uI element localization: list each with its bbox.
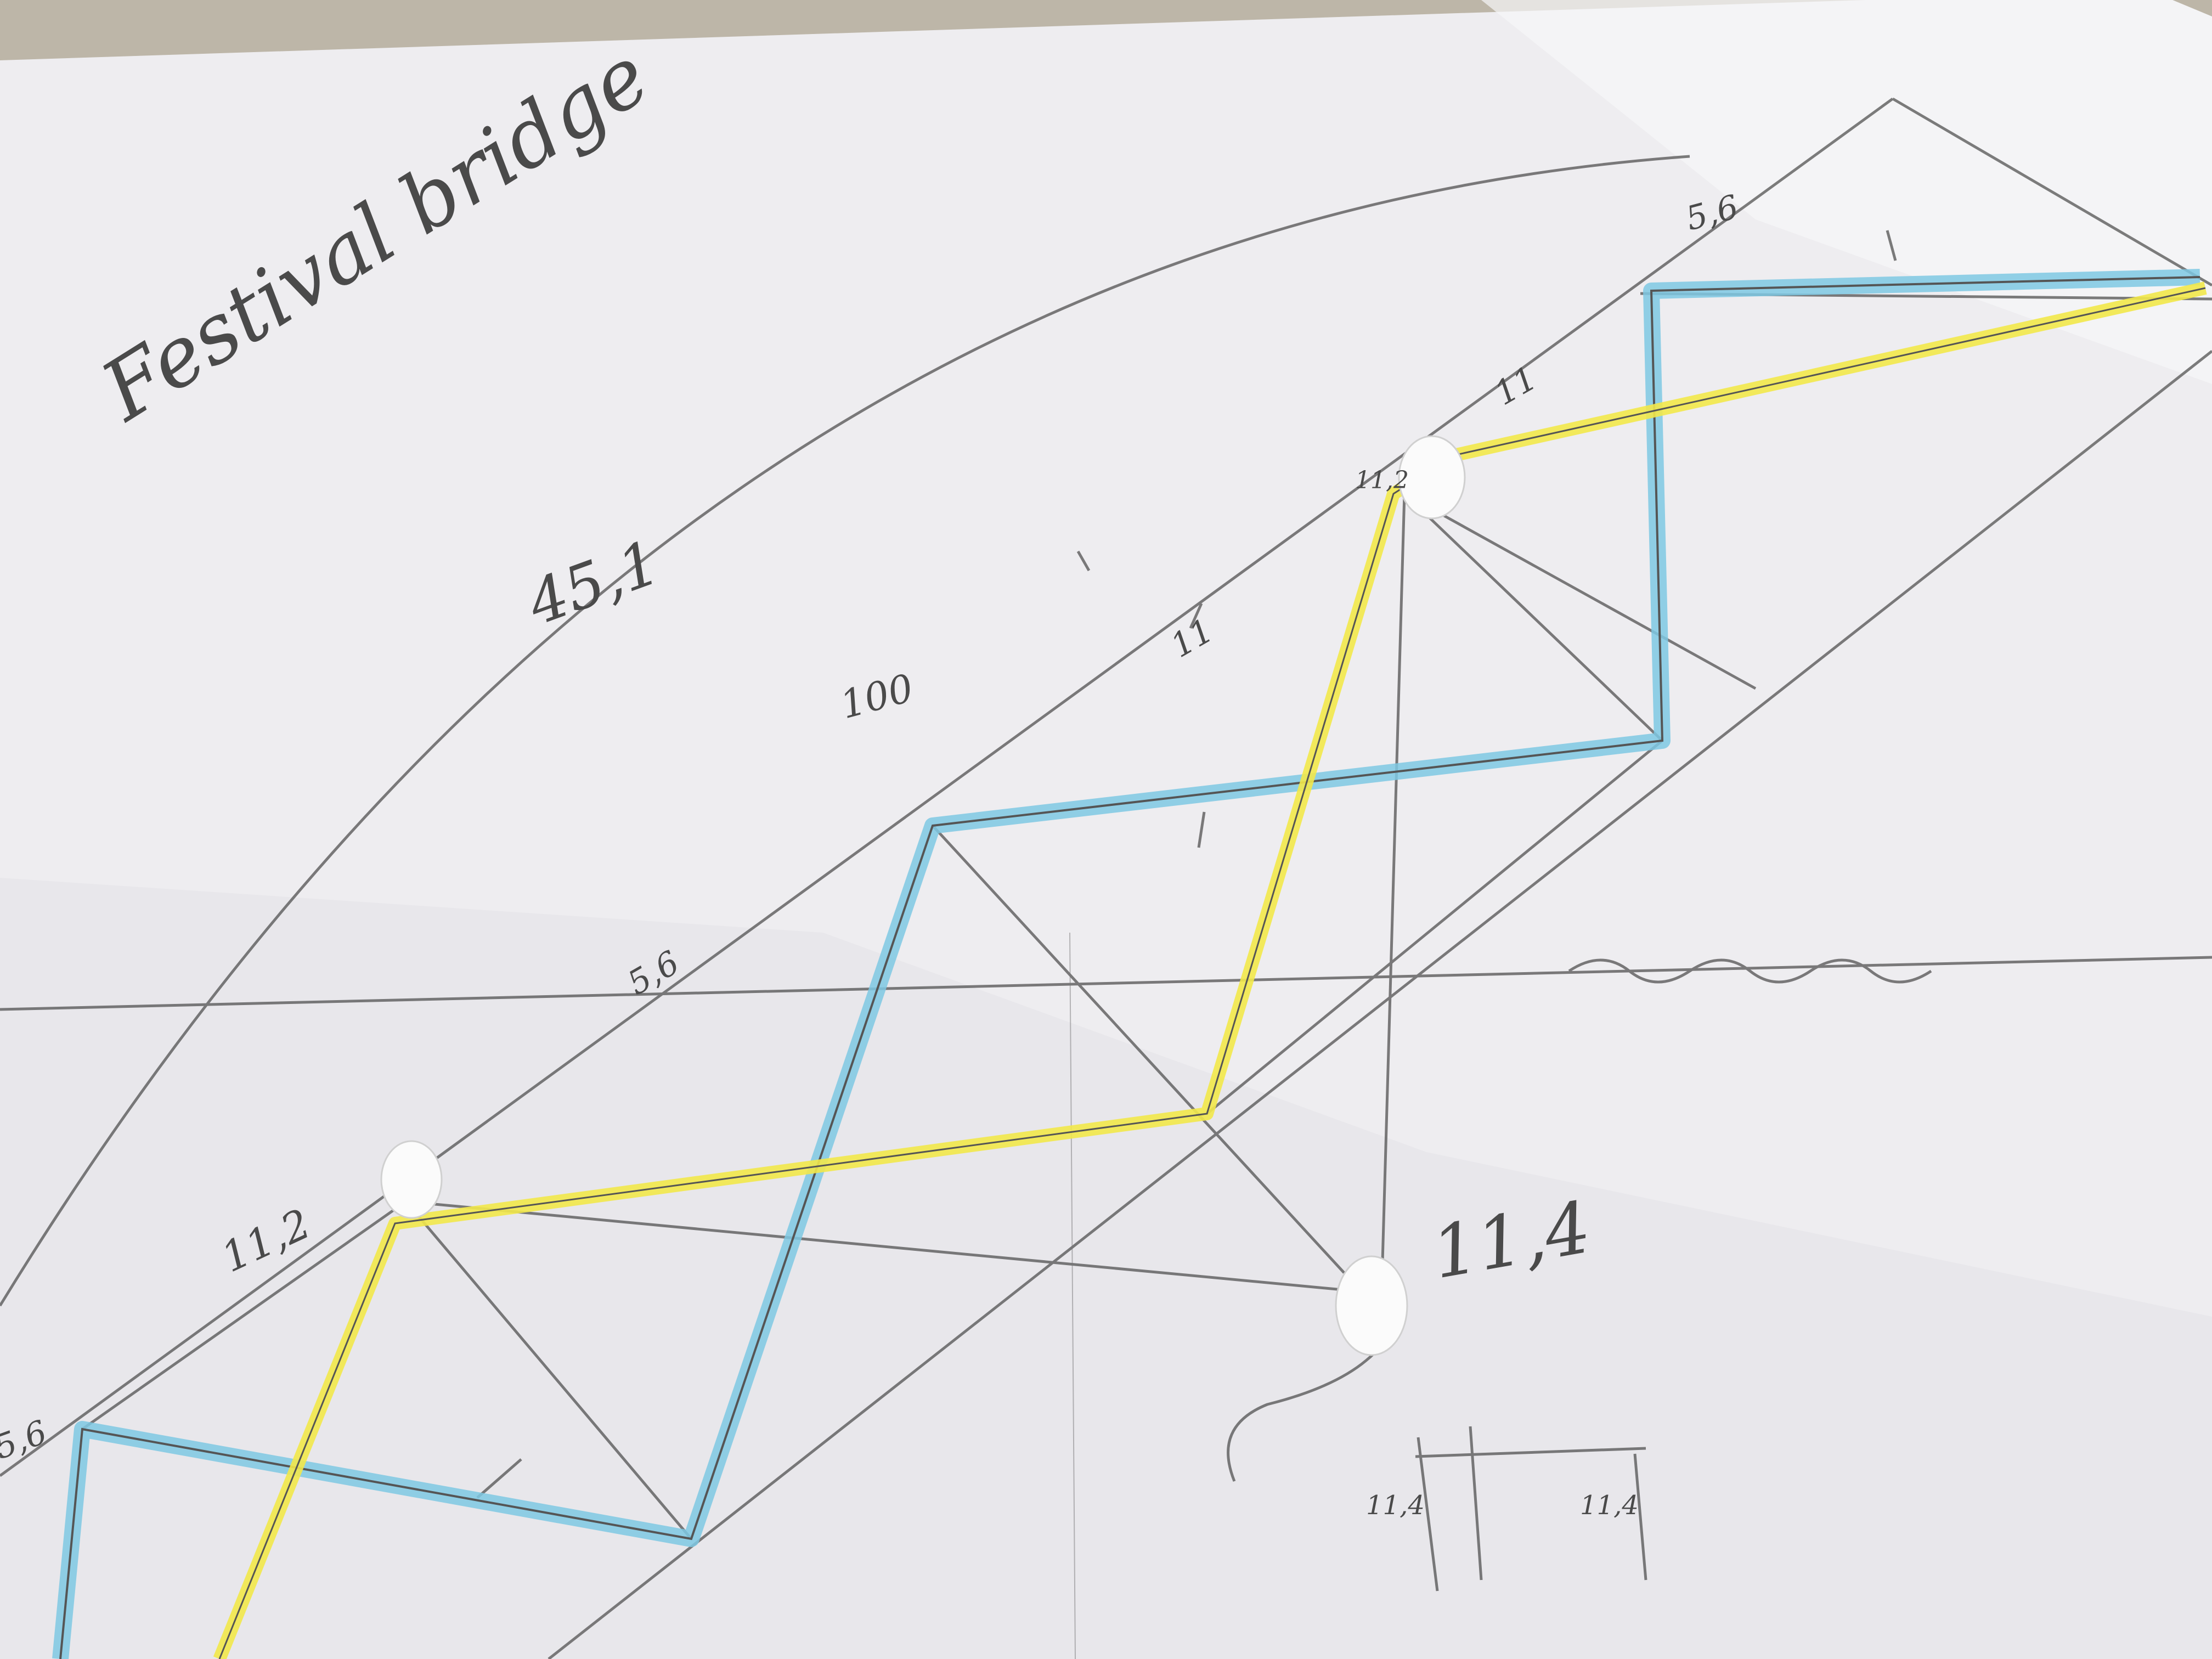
- tape-node-left: [380, 1140, 443, 1219]
- horizontal-line: [0, 956, 2212, 1011]
- tick-4: [1886, 230, 1897, 261]
- tick-1: [1189, 602, 1203, 629]
- arc-line: [0, 155, 1690, 1307]
- wave-line: [1568, 958, 1932, 984]
- tape-node-bottom: [1335, 1255, 1408, 1356]
- web-7: [1206, 740, 1663, 1115]
- bracket-left-1: [1417, 1437, 1439, 1592]
- blue-highlight-pencil: [59, 276, 2200, 1659]
- fold-line: [1069, 932, 1076, 1659]
- label-bottom-left: 11,4: [1366, 1490, 1425, 1521]
- lower-chord: [548, 350, 2212, 1659]
- bracket-top: [1415, 1447, 1646, 1458]
- tick-3: [1076, 550, 1091, 572]
- yellow-highlight-pencil: [218, 287, 2206, 1659]
- tape-marks: [380, 435, 1466, 1356]
- web-4: [1403, 493, 1663, 742]
- label-bottom-right: 11,4: [1580, 1490, 1639, 1521]
- web-5: [1403, 492, 1757, 690]
- tick-2: [1197, 811, 1206, 848]
- label-node-upper: 11,2: [1355, 466, 1409, 494]
- tape-node-upper: [1398, 435, 1466, 520]
- web-3: [932, 825, 1345, 1274]
- tick-5: [476, 1458, 522, 1499]
- bracket-left-2: [1469, 1426, 1483, 1581]
- top-triangle: [1892, 97, 2212, 287]
- bracket-right: [1633, 1453, 1647, 1581]
- web-2: [405, 1200, 1367, 1294]
- upper-chord: [0, 97, 1894, 1477]
- web-6: [1381, 493, 1406, 1262]
